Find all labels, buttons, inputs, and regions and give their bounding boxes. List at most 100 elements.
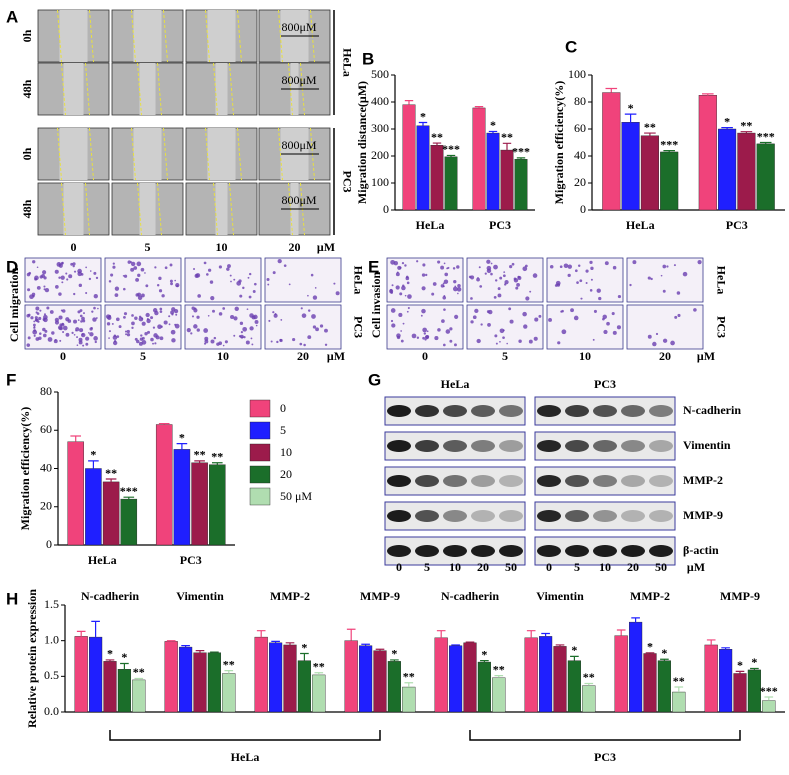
cell-dot — [89, 270, 92, 272]
cell-dot — [516, 282, 520, 287]
error-bar — [674, 686, 684, 693]
dose-label: 0 — [546, 560, 552, 574]
cell-dot — [444, 272, 449, 277]
wound-edge — [213, 62, 218, 116]
unit-label: μM — [327, 349, 345, 363]
cell-dot — [112, 340, 118, 346]
cell-dot — [168, 323, 171, 326]
cell-dot — [452, 267, 456, 270]
category-label: HeLa — [88, 553, 117, 567]
cell-dot — [242, 326, 248, 332]
cell-dot — [538, 314, 542, 318]
cell-dot — [277, 258, 282, 264]
cell-dot — [207, 268, 212, 272]
cell-dot — [272, 311, 275, 314]
error-bar — [465, 641, 475, 643]
y-tick-label: 100 — [371, 175, 389, 189]
cell-dot — [682, 271, 688, 277]
cell-dot — [248, 272, 252, 276]
band — [415, 405, 439, 417]
cell-dot — [662, 338, 668, 343]
cell-dot — [110, 273, 114, 277]
error-bar — [502, 142, 512, 151]
error-bar — [480, 660, 489, 663]
cell-dot — [407, 307, 410, 310]
y-tick-label: 200 — [371, 148, 389, 162]
cell-dot — [158, 289, 163, 293]
cell-dot — [252, 290, 256, 293]
cell-dot — [248, 295, 252, 299]
category-label: Vimentin — [536, 589, 584, 603]
cell-dot — [676, 291, 681, 295]
bar — [193, 652, 207, 713]
wound-edge — [205, 127, 210, 181]
wound-edge — [61, 62, 66, 116]
cell-dot — [424, 335, 429, 340]
cell-dot — [502, 336, 505, 340]
cell-dot — [522, 266, 528, 272]
cell-dot — [152, 342, 154, 345]
cell-dot — [174, 323, 180, 329]
wound-area — [139, 183, 156, 235]
cell-dot — [82, 344, 85, 347]
category-label: HeLa — [416, 218, 445, 232]
cell-dot — [470, 320, 474, 324]
bar — [297, 660, 312, 713]
cell-dot — [280, 319, 283, 321]
bar — [463, 642, 477, 713]
bar — [657, 660, 672, 713]
cell-dot — [206, 273, 209, 276]
cell-dot — [399, 292, 403, 296]
scale-label: 800μM — [281, 73, 316, 87]
cell-dot — [421, 273, 426, 277]
band — [443, 545, 467, 557]
cell-dot — [193, 267, 196, 271]
bar — [85, 468, 102, 546]
error-bar — [570, 655, 579, 661]
band — [443, 440, 467, 452]
band — [471, 405, 495, 417]
cell-dot — [246, 308, 249, 311]
wound-edge — [57, 127, 62, 181]
significance: *** — [120, 484, 138, 498]
cell-dot — [106, 322, 111, 326]
cell-dot — [497, 287, 501, 291]
cell-dot — [213, 336, 217, 340]
unit-label: μM — [687, 560, 705, 574]
cell-dot — [141, 293, 145, 298]
cell-dot — [468, 275, 472, 279]
bar — [359, 645, 373, 713]
cell-line-label: PC3 — [340, 171, 354, 193]
cell-dot — [240, 331, 244, 334]
cell-dot — [404, 294, 407, 297]
cell-dot — [511, 262, 515, 266]
cell-dot — [158, 276, 162, 281]
cell-dot — [580, 297, 583, 300]
cell-dot — [604, 261, 609, 266]
cell-dot — [136, 261, 142, 267]
wound-edge — [278, 127, 283, 181]
cell-dot — [137, 273, 141, 277]
bar — [155, 424, 173, 546]
y-axis-label: Migration efficiency(%) — [552, 81, 566, 205]
bar — [621, 122, 640, 211]
row-label: 0h — [20, 147, 34, 160]
cell-dot — [247, 276, 250, 279]
cell-dot — [509, 265, 513, 269]
cell-dot — [65, 317, 70, 322]
category-label: PC3 — [489, 218, 511, 232]
cell-dot — [693, 308, 697, 312]
y-tick-label: 0 — [383, 202, 389, 216]
bar — [164, 641, 178, 713]
dose-label: 20 — [477, 560, 489, 574]
legend-swatch — [249, 443, 271, 462]
y-tick-label: 60 — [40, 422, 52, 436]
cell-dot — [159, 307, 163, 311]
category-label: HeLa — [626, 218, 655, 232]
cell-dot — [598, 296, 602, 301]
error-bar — [474, 105, 484, 108]
cell-dot — [423, 332, 427, 335]
cell-dot — [405, 275, 409, 279]
band — [471, 545, 495, 557]
cell-dot — [420, 314, 423, 317]
